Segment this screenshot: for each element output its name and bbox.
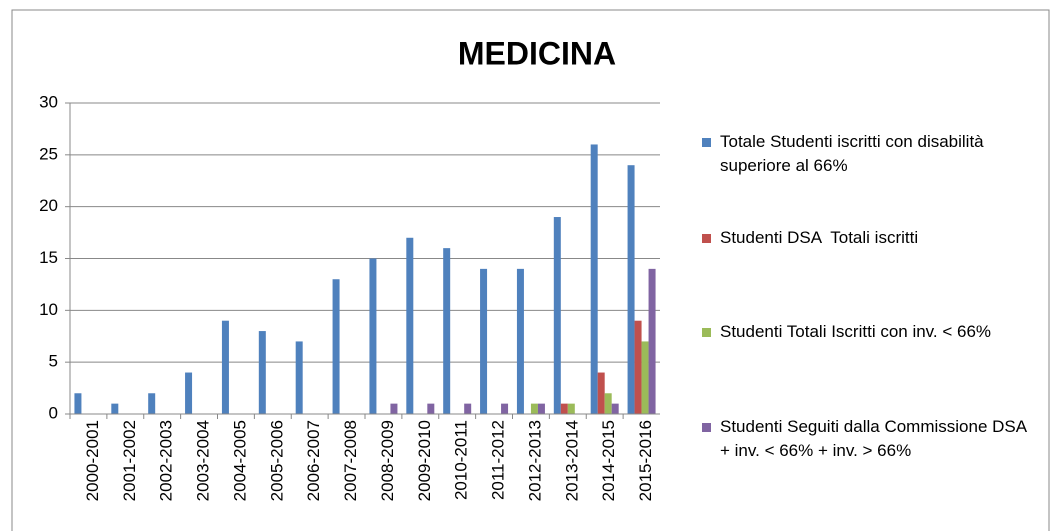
bar (590, 144, 598, 414)
bar (611, 403, 619, 414)
bar (501, 403, 509, 414)
bar (641, 341, 649, 414)
bar (648, 268, 656, 414)
bar (627, 165, 635, 414)
bar (427, 403, 435, 414)
bar (258, 331, 266, 414)
bar (369, 258, 377, 414)
legend-item: Studenti Seguiti dalla Commissione DSA +… (702, 415, 1032, 463)
bar (295, 341, 303, 414)
bar (148, 393, 156, 414)
y-tick-label: 0 (49, 403, 58, 422)
x-tick-label: 2010-2011 (452, 420, 471, 500)
chart-frame (11, 9, 1050, 531)
bar (332, 279, 340, 414)
bar (604, 393, 612, 414)
bar (390, 403, 398, 414)
legend-item: Totale Studenti iscritti con disabilità … (702, 130, 1032, 178)
bar (567, 403, 575, 414)
bar (530, 403, 538, 414)
x-tick-label: 2007-2008 (341, 420, 360, 501)
bar (74, 393, 82, 414)
bar (464, 403, 472, 414)
legend-label: Studenti DSA Totali iscritti (720, 228, 919, 247)
legend-label: Totale Studenti iscritti con disabilità … (720, 132, 989, 175)
x-tick-label: 2008-2009 (378, 420, 397, 501)
x-tick-label: 2000-2001 (83, 420, 102, 501)
bar (553, 217, 561, 414)
y-tick-label: 20 (39, 196, 58, 215)
x-tick-label: 2002-2003 (157, 420, 176, 501)
bar (443, 248, 451, 414)
y-tick-label: 30 (39, 92, 58, 111)
bar (406, 237, 414, 414)
legend-swatch (702, 423, 711, 432)
legend-swatch (702, 234, 711, 243)
bar (480, 268, 488, 414)
x-tick-label: 2014-2015 (599, 420, 618, 501)
x-tick-label: 2003-2004 (194, 420, 213, 501)
bar (221, 320, 229, 414)
bar (185, 372, 193, 414)
legend-swatch (702, 328, 711, 337)
legend-item: Studenti Totali Iscritti con inv. < 66% (702, 320, 1032, 344)
x-tick-label: 2004-2005 (230, 420, 249, 501)
x-tick-label: 2013-2014 (562, 420, 581, 501)
bar (516, 268, 524, 414)
y-tick-label: 10 (39, 300, 58, 319)
x-tick-label: 2015-2016 (636, 420, 655, 501)
legend-item: Studenti DSA Totali iscritti (702, 226, 1032, 250)
legend-label: Studenti Totali Iscritti con inv. < 66% (720, 322, 992, 341)
x-tick-label: 2009-2010 (415, 420, 434, 501)
bar (537, 403, 545, 414)
x-tick-label: 2011-2012 (489, 420, 508, 500)
legend-swatch (702, 138, 711, 147)
x-tick-label: 2006-2007 (304, 420, 323, 501)
bar (634, 320, 642, 414)
bar (560, 403, 568, 414)
legend-label: Studenti Seguiti dalla Commissione DSA +… (720, 417, 1031, 460)
y-tick-label: 15 (39, 248, 58, 267)
x-tick-label: 2001-2002 (120, 420, 139, 501)
x-tick-label: 2005-2006 (267, 420, 286, 501)
x-tick-label: 2012-2013 (525, 420, 544, 501)
y-tick-label: 5 (49, 352, 58, 371)
chart-title: MEDICINA (458, 35, 616, 71)
y-tick-label: 25 (39, 144, 58, 163)
bar (111, 403, 119, 414)
bar (597, 372, 605, 414)
